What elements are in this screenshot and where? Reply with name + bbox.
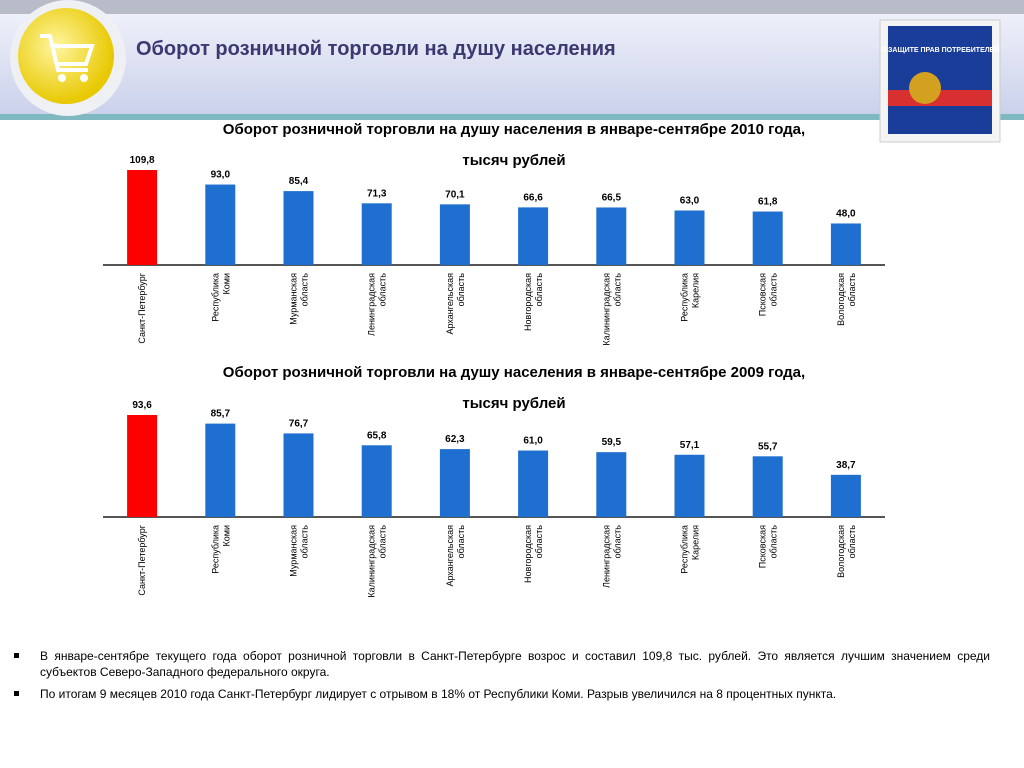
bar bbox=[596, 452, 627, 517]
bar bbox=[830, 223, 861, 265]
bar bbox=[127, 415, 158, 517]
bar bbox=[205, 184, 236, 265]
bar bbox=[752, 211, 783, 265]
x-tick-label: Ленинградская область bbox=[367, 273, 388, 336]
bar bbox=[518, 207, 549, 265]
chart: Оборот розничной торговли на душу населе… bbox=[0, 0, 1024, 598]
value-label: 93,6 bbox=[132, 400, 152, 411]
chart-subtitle: тысяч рублей bbox=[462, 395, 565, 412]
value-label: 57,1 bbox=[680, 440, 700, 451]
x-tick-label: Псковская область bbox=[758, 273, 779, 317]
bar bbox=[518, 450, 549, 517]
x-tick-label: Республика Карелия bbox=[680, 525, 701, 574]
value-label: 109,8 bbox=[130, 155, 155, 166]
bar bbox=[439, 449, 470, 517]
x-tick-label: Ленинградская область bbox=[601, 525, 622, 588]
bullet: В январе-сентябре текущего года оборот р… bbox=[14, 649, 990, 679]
value-label: 85,4 bbox=[289, 176, 309, 187]
x-tick-label: Новгородская область bbox=[523, 273, 544, 331]
value-label: 61,8 bbox=[758, 197, 778, 208]
header-line bbox=[0, 114, 1024, 120]
value-label: 59,5 bbox=[602, 437, 622, 448]
top-stripe bbox=[0, 0, 1024, 14]
x-tick-label: Республика Коми bbox=[210, 273, 231, 322]
bar bbox=[283, 433, 314, 517]
value-label: 70,1 bbox=[445, 189, 465, 200]
chart-title: Оборот розничной торговли на душу населе… bbox=[223, 121, 805, 138]
bar bbox=[361, 203, 392, 265]
cart-wheel bbox=[58, 74, 66, 82]
x-tick-label: Архангельская область bbox=[445, 525, 466, 587]
bar bbox=[361, 445, 392, 517]
bar bbox=[596, 207, 627, 265]
value-label: 85,7 bbox=[211, 409, 231, 420]
bar bbox=[674, 210, 705, 265]
value-label: 65,8 bbox=[367, 430, 387, 441]
x-tick-label: Санкт-Петербург bbox=[137, 272, 147, 343]
x-tick-label: Калининградская область bbox=[367, 525, 388, 598]
value-label: 61,0 bbox=[523, 436, 543, 447]
value-label: 62,3 bbox=[445, 434, 465, 445]
x-tick-label: Архангельская область bbox=[445, 273, 466, 335]
emblem bbox=[909, 72, 941, 104]
bar bbox=[830, 474, 861, 517]
bar bbox=[127, 170, 158, 265]
header-band bbox=[0, 14, 1024, 118]
x-tick-label: Республика Карелия bbox=[680, 273, 701, 322]
cart-icon bbox=[40, 34, 95, 72]
x-tick-label: Новгородская область bbox=[523, 525, 544, 583]
bar bbox=[752, 456, 783, 517]
book-cover bbox=[888, 26, 992, 134]
book-title: О ЗАЩИТЕ ПРАВ ПОТРЕБИТЕЛЕЙ bbox=[881, 45, 1000, 54]
bar bbox=[205, 423, 236, 517]
chart-subtitle: тысяч рублей bbox=[462, 152, 565, 169]
cart-wheel bbox=[80, 74, 88, 82]
value-label: 76,7 bbox=[289, 418, 309, 429]
x-tick-label: Республика Коми bbox=[210, 525, 231, 574]
bullet: По итогам 9 месяцев 2010 года Санкт-Пете… bbox=[14, 686, 990, 702]
slide-title: Оборот розничной торговли на душу населе… bbox=[136, 38, 616, 60]
x-tick-label: Калининградская область bbox=[601, 273, 622, 346]
bar bbox=[439, 204, 470, 265]
value-label: 93,0 bbox=[211, 170, 231, 181]
x-tick-label: Вологодская область bbox=[836, 273, 857, 326]
chart-title: Оборот розничной торговли на душу населе… bbox=[223, 364, 805, 381]
x-tick-label: Вологодская область bbox=[836, 525, 857, 578]
value-label: 66,6 bbox=[523, 192, 543, 203]
value-label: 55,7 bbox=[758, 441, 778, 452]
value-label: 71,3 bbox=[367, 188, 387, 199]
value-label: 38,7 bbox=[836, 460, 856, 471]
value-label: 66,5 bbox=[602, 192, 622, 203]
x-tick-label: Псковская область bbox=[758, 525, 779, 569]
value-label: 63,0 bbox=[680, 195, 700, 206]
icon bbox=[18, 8, 114, 104]
value-label: 48,0 bbox=[836, 208, 856, 219]
x-tick-label: Мурманская область bbox=[289, 273, 310, 325]
bar bbox=[674, 454, 705, 517]
x-tick-label: Мурманская область bbox=[289, 525, 310, 577]
bar bbox=[283, 191, 314, 265]
x-tick-label: Санкт-Петербург bbox=[137, 524, 147, 595]
